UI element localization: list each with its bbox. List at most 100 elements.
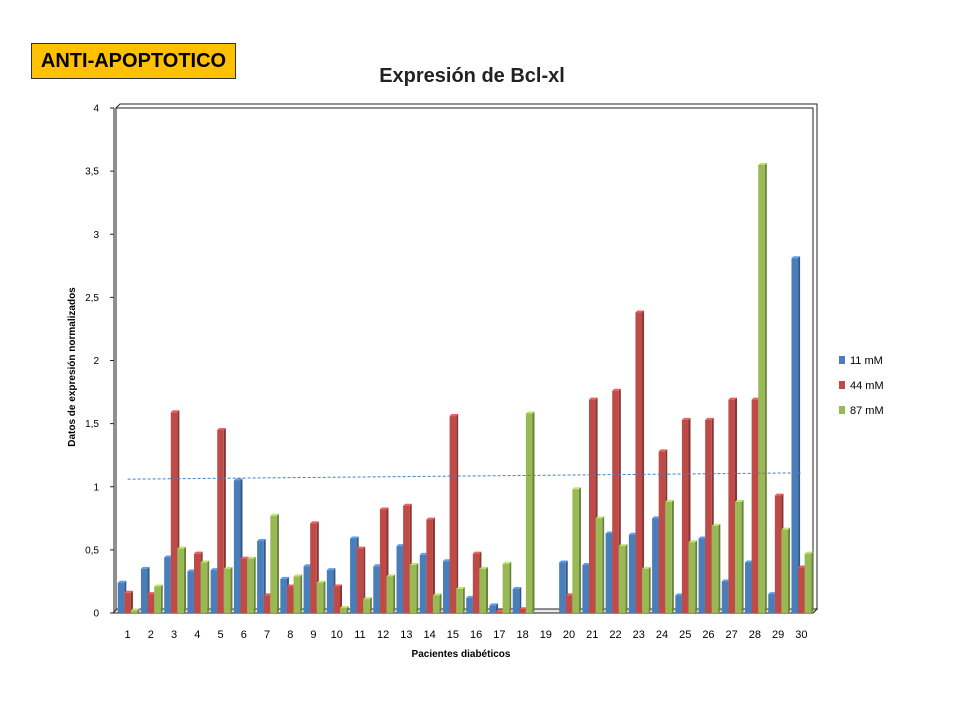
bar-front	[768, 594, 775, 613]
bar-top	[200, 560, 210, 563]
bar-side	[509, 561, 512, 613]
legend: 11 mM 44 mM 87 mM	[839, 355, 884, 417]
bar-side	[532, 411, 535, 613]
bar-front	[681, 419, 689, 613]
bar	[316, 580, 326, 613]
bar-top	[512, 587, 522, 590]
bar-front	[147, 594, 155, 613]
bar-top	[409, 563, 419, 566]
x-tick-label: 30	[795, 629, 807, 641]
bar-side	[439, 593, 442, 613]
y-tick-label: 2	[93, 356, 99, 367]
bar-front	[774, 495, 782, 613]
bar-front	[781, 529, 789, 613]
bar	[791, 256, 801, 613]
legend-item: 11 mM	[839, 355, 883, 367]
x-tick-label: 29	[772, 629, 784, 641]
bar	[618, 544, 628, 613]
bar-top	[419, 552, 429, 555]
bar-front	[280, 578, 287, 613]
bar	[449, 414, 459, 613]
bar-top	[705, 417, 714, 420]
bar	[340, 605, 349, 613]
bar-top	[350, 536, 359, 539]
bar-side	[625, 544, 628, 613]
bar-top	[280, 576, 289, 579]
bar-side	[788, 527, 791, 613]
bar-top	[751, 397, 761, 400]
legend-swatch	[839, 356, 845, 364]
bar	[525, 411, 535, 613]
x-tick-label: 19	[540, 629, 552, 641]
bar-front	[293, 576, 301, 613]
bar-side	[519, 587, 522, 613]
bar-front	[396, 546, 404, 613]
x-tick-label: 10	[331, 629, 343, 641]
bar-front	[751, 399, 759, 613]
y-tick-label: 0,5	[85, 545, 99, 556]
bar-front	[373, 566, 380, 613]
bar-top	[223, 566, 233, 569]
bar-front	[217, 429, 224, 613]
bar-front	[170, 412, 178, 613]
x-tick-label: 20	[563, 629, 575, 641]
bar-top	[745, 560, 754, 563]
bar-front	[223, 568, 231, 613]
bar-front	[210, 570, 218, 613]
bar-side	[416, 563, 419, 613]
bar-front	[449, 416, 457, 613]
bar-front	[310, 523, 317, 613]
bar-top	[588, 397, 598, 400]
bar-front	[565, 595, 573, 613]
bar-top	[628, 532, 638, 535]
bar-front	[263, 595, 271, 613]
x-tick-label: 17	[493, 629, 505, 641]
bar	[758, 162, 767, 613]
bar-front	[618, 546, 626, 613]
bar	[177, 546, 186, 613]
bar-front	[432, 595, 440, 613]
y-tick-label: 1,5	[85, 419, 99, 430]
bar-front	[130, 610, 138, 613]
bar-top	[502, 561, 512, 564]
bar-front	[419, 554, 427, 613]
bar-top	[247, 556, 256, 559]
bar-top	[286, 584, 296, 587]
y-axis: 0 0,5 1 1,5 2 2,5 3 3,5 4	[85, 104, 115, 620]
bar-front	[728, 399, 735, 613]
bar-top	[449, 414, 459, 417]
bar-top	[426, 517, 435, 520]
bar-top	[774, 493, 784, 496]
bar-top	[154, 584, 163, 587]
bar-top	[442, 559, 452, 562]
bar-side	[602, 516, 605, 613]
bar-top	[187, 569, 197, 572]
bar	[665, 499, 674, 613]
bar-front	[340, 607, 347, 613]
bar-front	[472, 553, 480, 613]
bar-top	[559, 560, 568, 563]
bar-top	[456, 587, 465, 590]
bar	[781, 527, 791, 613]
bar-top	[472, 551, 482, 554]
bar-front	[635, 312, 643, 613]
bar-top	[479, 566, 489, 569]
bar-side	[137, 608, 140, 613]
x-tick-label: 13	[400, 629, 412, 641]
bar-front	[479, 568, 487, 613]
bar	[333, 584, 343, 613]
bar-front	[559, 562, 566, 613]
x-tick-label: 22	[609, 629, 621, 641]
x-tick-label: 4	[194, 629, 200, 641]
bar-top	[177, 546, 186, 549]
bar	[130, 608, 140, 613]
bar-top	[681, 417, 691, 420]
bar-top	[658, 449, 668, 452]
legend-label: 44 mM	[850, 380, 884, 392]
bar	[502, 561, 512, 613]
legend-label: 87 mM	[850, 405, 884, 417]
bar-top	[612, 388, 621, 391]
bar-side	[741, 499, 744, 613]
bar-top	[396, 544, 406, 547]
